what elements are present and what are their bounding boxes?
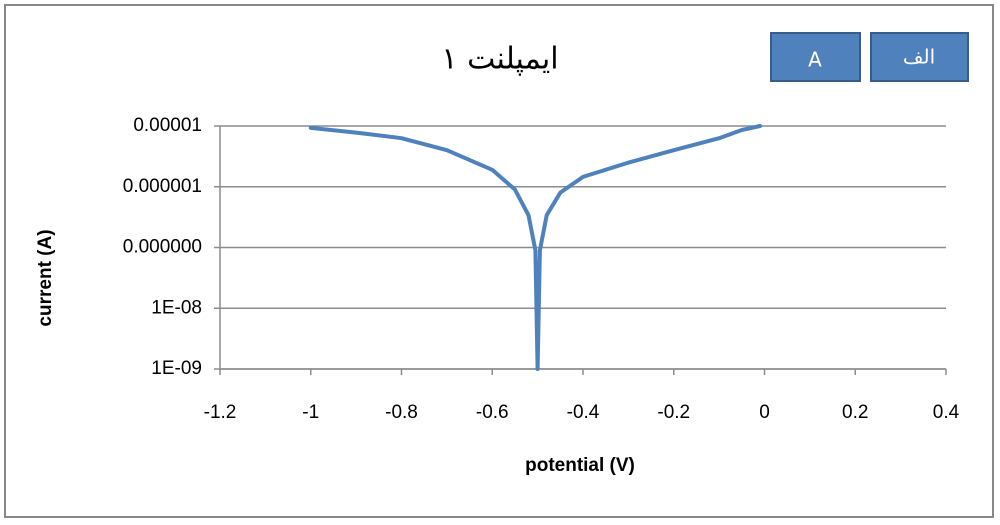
button-alef-label[interactable]: الف	[903, 45, 935, 69]
x-tick-label: -0.2	[657, 402, 690, 423]
y-tick-label: 0.000000	[123, 237, 202, 258]
x-tick-label: 0.4	[933, 402, 960, 423]
button-a[interactable]	[770, 32, 861, 82]
y-tick-label: 1E-09	[151, 358, 202, 379]
x-tick-label: -1	[302, 402, 319, 423]
data-line	[308, 124, 762, 371]
x-tick-label: 0.2	[842, 402, 868, 423]
x-tick-label: -0.8	[385, 402, 418, 423]
x-tick-label: -0.4	[567, 402, 600, 423]
button-a-label[interactable]: A	[808, 48, 822, 72]
chart-frame	[4, 4, 994, 518]
x-tick-label: 0	[759, 402, 770, 423]
x-tick-label: -0.6	[476, 402, 509, 423]
x-tick-label: -1.2	[204, 402, 237, 423]
y-axis-title: current (A)	[35, 229, 56, 326]
x-axis-title: potential (V)	[525, 455, 635, 476]
y-tick-label: 1E-08	[151, 297, 202, 318]
button-alef[interactable]	[870, 32, 969, 82]
chart-title: ایمپلنت ۱	[441, 42, 558, 77]
y-tick-label: 0.00001	[133, 115, 202, 136]
y-tick-label: 0.000001	[123, 176, 202, 197]
